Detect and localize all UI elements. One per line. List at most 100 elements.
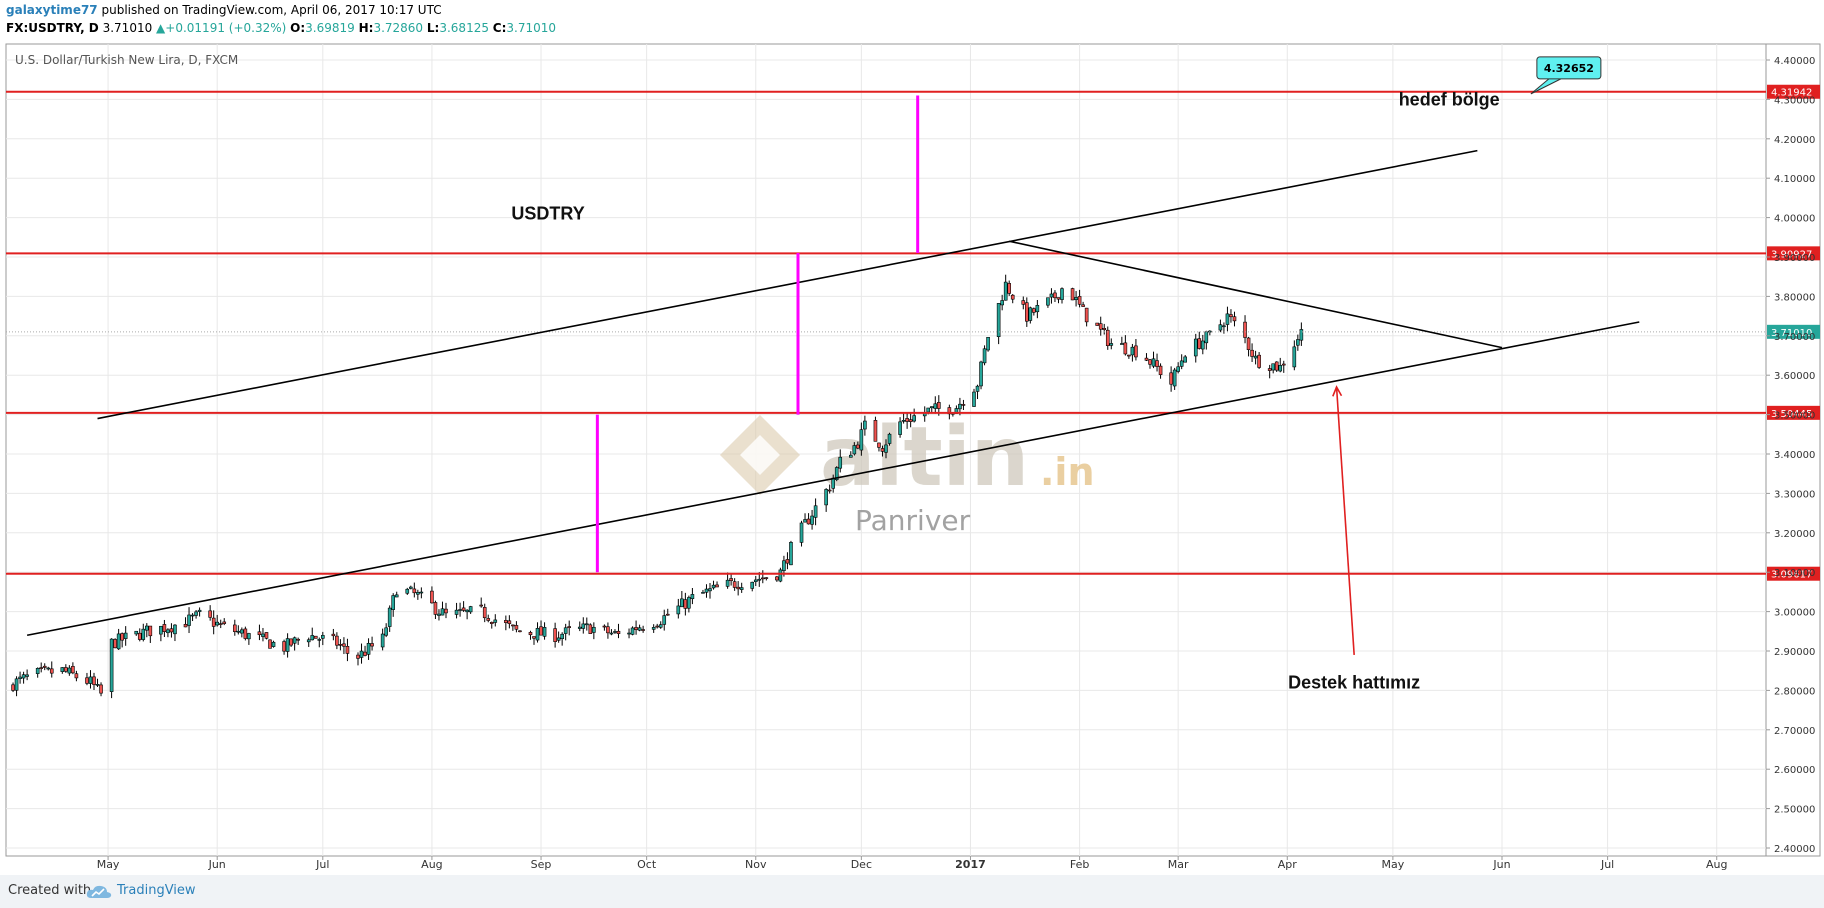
candle-body [651, 627, 656, 630]
candle-body [764, 577, 769, 579]
x-axis-labels: May Jun Jul Aug Sep Oct Nov Dec 2017 Feb Mar Apr May… [97, 856, 1727, 871]
candle-body [1010, 294, 1015, 300]
x-tick-label: Jun [1492, 858, 1510, 871]
candle-body [1003, 281, 1008, 301]
candle-body [539, 626, 543, 636]
tradingview-link[interactable]: TradingView [117, 883, 196, 898]
candle-body [1169, 372, 1173, 385]
candle-body [486, 618, 491, 621]
candle-body [74, 673, 79, 679]
candle-body [338, 644, 343, 646]
candle-body [729, 578, 733, 581]
candle-body [1222, 325, 1226, 328]
candle-body [676, 605, 681, 615]
candle-body [49, 668, 54, 674]
y-tick-label: 2.90000 [1774, 647, 1815, 658]
candle-body [116, 633, 121, 650]
price-axis[interactable] [1765, 43, 1821, 857]
y-tick-label: 3.20000 [1774, 529, 1815, 540]
candle-body [799, 522, 804, 543]
y-tick-label: 4.00000 [1774, 214, 1815, 225]
candle-body [387, 607, 392, 627]
candle-body [616, 630, 621, 634]
y-tick-label: 3.80000 [1774, 292, 1815, 303]
y-tick-label: 3.00000 [1774, 608, 1815, 619]
low-value: 3.68125 [439, 21, 489, 35]
candle-body [637, 627, 642, 631]
candle-body [211, 617, 216, 627]
candle-body [268, 639, 272, 649]
candle-body [233, 624, 237, 632]
y-tick-label: 2.70000 [1774, 726, 1815, 737]
candle-body [1046, 297, 1050, 306]
candle-body [187, 614, 191, 626]
candle-body [581, 623, 586, 629]
y-tick-label: 3.90000 [1774, 253, 1815, 264]
close-value: 3.71010 [506, 21, 557, 35]
x-tick-label: Mar [1168, 858, 1189, 871]
candle-body [785, 559, 790, 564]
candle-body [285, 638, 290, 652]
candle-body [345, 646, 350, 654]
candle-body [1229, 314, 1233, 318]
candle-body [1158, 365, 1163, 375]
candle-body [975, 385, 980, 392]
candle-body [92, 676, 96, 685]
candle-body [317, 639, 322, 641]
candle-body [782, 560, 786, 571]
candle-body [134, 630, 139, 635]
level-price-badge [1767, 246, 1820, 261]
candle-body [444, 608, 448, 614]
candle-body [1134, 345, 1138, 358]
candle-body [1084, 307, 1089, 323]
candle-body [725, 579, 730, 587]
candle-body [778, 569, 783, 582]
y-tick-label: 3.40000 [1774, 450, 1815, 461]
candle-body [553, 628, 557, 642]
candle-body [1120, 343, 1124, 345]
candle-body [359, 650, 364, 658]
candle-body [824, 489, 828, 506]
candle-body [739, 587, 744, 590]
support-arrow [1335, 386, 1355, 655]
candle-body [848, 454, 853, 458]
candle-body [827, 489, 832, 492]
candle-body [1179, 360, 1184, 367]
candle-body [1127, 354, 1131, 357]
candle-body [641, 629, 645, 631]
symbol-quote: FX:USDTRY, D 3.71010 ▲+0.01191 (+0.32%) … [6, 21, 556, 35]
candle-body [859, 429, 864, 451]
candle-body [1028, 307, 1033, 321]
candle-body [218, 623, 223, 625]
drawings: 4.31942 3.90927 3.50445 3.09617 3.71010 USDTR… [6, 56, 1820, 692]
candle-body [440, 608, 445, 616]
candle-body [479, 604, 484, 607]
author-link[interactable]: galaxytime77 [6, 3, 98, 17]
x-tick-label: 2017 [955, 858, 986, 871]
candle-body [1155, 360, 1159, 367]
candle-body [757, 578, 762, 581]
candle-body [1074, 297, 1078, 301]
candle-body [972, 391, 976, 407]
candle-body [257, 631, 262, 636]
watermark-logo-inner-icon [740, 435, 780, 475]
candle-body [380, 633, 385, 648]
candle-body [873, 420, 878, 442]
candle-body [704, 588, 709, 593]
candle-body [247, 633, 251, 640]
y-tick-label: 4.30000 [1774, 95, 1815, 106]
candle-body [412, 588, 417, 594]
candle-body [1281, 363, 1286, 366]
candle-body [166, 629, 170, 634]
candle-body [1148, 359, 1152, 365]
candle-body [708, 588, 712, 592]
x-tick-label: Jul [315, 858, 329, 871]
candle-body [313, 635, 318, 639]
y-tick-label: 3.10000 [1774, 568, 1815, 579]
level-price-badge [1767, 405, 1820, 420]
candle-body [197, 609, 202, 612]
candle-body [1000, 300, 1004, 306]
candle-body [1296, 339, 1300, 346]
y-tick-label: 3.70000 [1774, 332, 1815, 343]
